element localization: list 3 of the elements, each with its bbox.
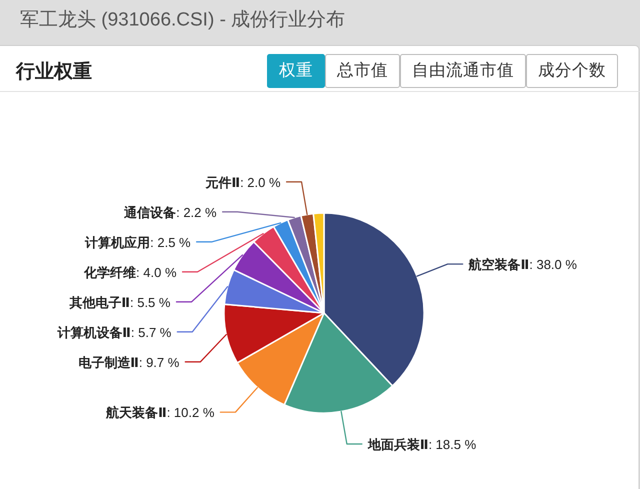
title: 军工龙头 (931066.CSI) - 成份行业分布 <box>20 10 346 30</box>
tabs: 权重 总市值 自由流通市值 成分个数 <box>267 54 618 88</box>
subtitle: 行业权重 <box>16 62 92 82</box>
